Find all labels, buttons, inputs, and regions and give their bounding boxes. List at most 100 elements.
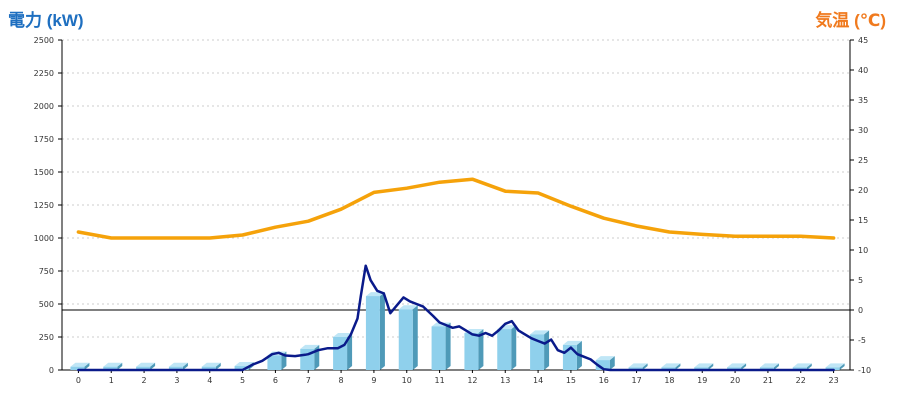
labels-layer: 02505007501000125015001750200022502500-1… (34, 36, 871, 385)
x-tick-label: 20 (730, 376, 740, 385)
bar-side (806, 363, 812, 370)
right-tick-label: 25 (858, 156, 868, 165)
power-bar (792, 363, 812, 370)
bar-top (70, 362, 90, 367)
bar-side (675, 363, 681, 370)
bar-top (201, 362, 221, 367)
power-bar (530, 330, 550, 370)
right-tick-label: 45 (858, 36, 868, 45)
bar-front (792, 367, 807, 370)
left-tick-label: 250 (39, 333, 54, 342)
bar-front (497, 329, 512, 370)
bar-side (314, 344, 320, 370)
bar-side (741, 363, 747, 370)
bar-side (609, 356, 615, 370)
power-bar (759, 363, 779, 370)
bar-top (562, 340, 582, 345)
bar-front (267, 355, 282, 370)
grid-layer (62, 39, 850, 338)
bar-front (727, 367, 742, 370)
left-tick-label: 0 (49, 366, 54, 375)
bar-side (347, 333, 353, 370)
power-bar (595, 356, 615, 370)
bar-side (84, 362, 90, 370)
x-tick-label: 8 (339, 376, 344, 385)
bar-side (839, 363, 845, 370)
power-demand-line (77, 264, 835, 372)
x-tick-label: 12 (467, 376, 477, 385)
left-tick-label: 750 (39, 267, 54, 276)
power-bar (398, 305, 418, 370)
bar-top (661, 363, 681, 368)
power-bar (136, 362, 156, 370)
left-tick-label: 2000 (34, 102, 54, 111)
power-bar (201, 362, 221, 370)
bar-top (727, 363, 747, 368)
x-tick-label: 9 (371, 376, 376, 385)
bar-top (398, 305, 418, 310)
power-bar (694, 363, 714, 370)
x-tick-label: 2 (142, 376, 147, 385)
left-tick-label: 1750 (34, 135, 54, 144)
lines-layer (76, 177, 836, 372)
left-tick-label: 2500 (34, 36, 54, 45)
bar-front (365, 296, 380, 370)
bar-front (595, 360, 610, 370)
bar-top (300, 344, 320, 349)
left-tick-label: 500 (39, 300, 54, 309)
x-tick-label: 10 (402, 376, 412, 385)
bar-top (759, 363, 779, 368)
x-tick-label: 4 (207, 376, 212, 385)
left-tick-label: 2250 (34, 69, 54, 78)
right-tick-label: 15 (858, 216, 868, 225)
bar-front (661, 367, 676, 370)
bar-side (412, 305, 418, 370)
bar-top (234, 362, 254, 367)
power-bar (727, 363, 747, 370)
power-bar (628, 363, 648, 370)
x-tick-label: 7 (306, 376, 311, 385)
bar-front (628, 367, 643, 370)
x-tick-label: 3 (174, 376, 179, 385)
bar-top (136, 362, 156, 367)
power-bar (168, 362, 188, 370)
x-tick-label: 0 (76, 376, 81, 385)
bar-front (759, 367, 774, 370)
bar-side (511, 325, 517, 370)
x-tick-label: 14 (533, 376, 543, 385)
bar-side (708, 363, 714, 370)
right-tick-label: -10 (858, 366, 871, 375)
x-tick-label: 23 (828, 376, 838, 385)
x-tick-label: 16 (599, 376, 609, 385)
bar-side (215, 362, 221, 370)
x-tick-label: 5 (240, 376, 245, 385)
power-bar (431, 322, 451, 370)
bar-side (150, 362, 156, 370)
left-axis-title: 電力 (kW) (8, 11, 84, 30)
right-tick-label: 5 (858, 276, 863, 285)
bar-top (595, 356, 615, 361)
x-tick-label: 13 (500, 376, 510, 385)
x-tick-label: 17 (631, 376, 641, 385)
bar-top (825, 363, 845, 368)
left-tick-label: 1500 (34, 168, 54, 177)
power-bar (300, 344, 320, 370)
x-tick-label: 15 (566, 376, 576, 385)
bar-front (694, 367, 709, 370)
bar-front (234, 366, 249, 370)
bar-side (773, 363, 779, 370)
bar-top (530, 330, 550, 335)
axes-layer (58, 39, 854, 373)
power-bar (497, 325, 517, 370)
power-bar (661, 363, 681, 370)
bar-top (694, 363, 714, 368)
right-tick-label: -5 (858, 336, 866, 345)
power-bar (365, 292, 385, 370)
power-bar (825, 363, 845, 370)
bar-top (168, 362, 188, 367)
x-tick-label: 6 (273, 376, 278, 385)
right-tick-label: 40 (858, 66, 868, 75)
x-tick-label: 11 (434, 376, 444, 385)
bar-top (628, 363, 648, 368)
